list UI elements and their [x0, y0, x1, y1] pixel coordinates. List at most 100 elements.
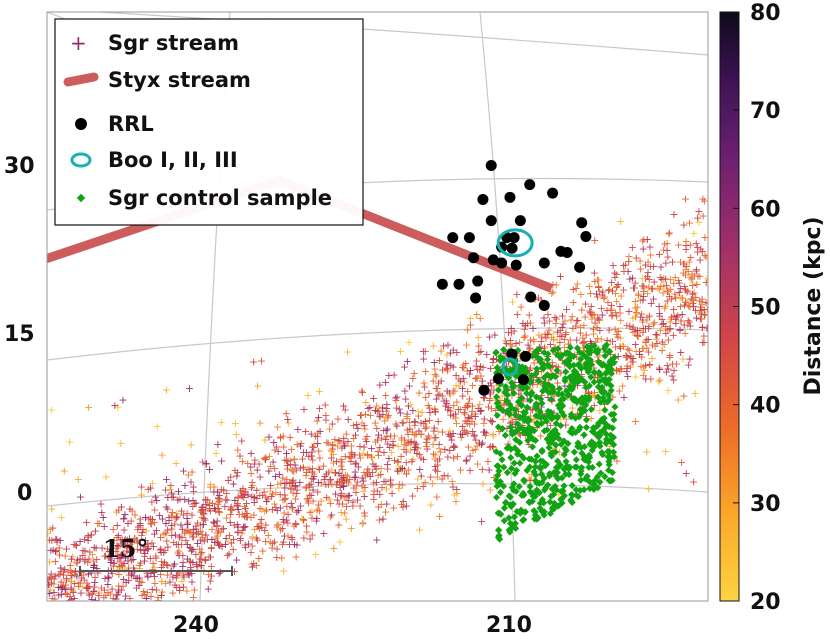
sgr-stream-point: +: [196, 519, 205, 532]
ctrl-sample-point: [607, 387, 615, 395]
sgr-stream-point: +: [103, 586, 112, 599]
sgr-outlier-point: +: [352, 418, 361, 431]
sgr-stream-point: +: [689, 227, 698, 240]
sgr-stream-point: +: [165, 576, 174, 589]
sgr-stream-point: +: [369, 392, 378, 405]
sgr-stream-point: +: [664, 334, 673, 347]
sgr-stream-point: +: [51, 532, 60, 545]
ctrl-sample-point: [594, 346, 602, 354]
sgr-stream-point: +: [665, 322, 674, 335]
sgr-stream-point: +: [230, 494, 239, 507]
sgr-stream-point: +: [453, 450, 462, 463]
sgr-stream-point: +: [127, 515, 136, 528]
sgr-stream-point: +: [693, 212, 702, 225]
sgr-stream-point: +: [462, 455, 471, 468]
sgr-stream-point: +: [254, 552, 263, 565]
sgr-stream-point: +: [110, 534, 119, 547]
sgr-stream-point: +: [625, 320, 634, 333]
sgr-stream-point: +: [379, 424, 388, 437]
sgr-stream-point: +: [543, 391, 552, 404]
sgr-stream-point: +: [248, 532, 257, 545]
legend-styx-label: Styx stream: [108, 68, 251, 92]
sgr-stream-point: +: [193, 517, 202, 530]
sgr-stream-point: +: [674, 239, 683, 252]
sgr-stream-point: +: [125, 532, 134, 545]
sgr-stream-point: +: [103, 543, 112, 556]
sgr-stream-point: +: [93, 517, 102, 530]
sgr-stream-point: +: [152, 494, 161, 507]
sgr-stream-point: +: [639, 361, 648, 374]
sgr-stream-point: +: [489, 383, 498, 396]
sgr-stream-point: +: [183, 538, 192, 551]
sgr-stream-point: +: [648, 339, 657, 352]
sgr-stream-point: +: [621, 259, 630, 272]
sgr-stream-point: +: [666, 313, 675, 326]
sgr-stream-point: +: [172, 581, 181, 594]
sgr-stream-point: +: [452, 483, 461, 496]
sgr-outlier-point: +: [527, 468, 536, 481]
sgr-stream-point: +: [196, 534, 205, 547]
sgr-stream-point: +: [235, 449, 244, 462]
sgr-stream-point: +: [368, 457, 377, 470]
sgr-stream-point: +: [665, 290, 674, 303]
ctrl-sample-point: [544, 355, 552, 363]
sgr-stream-point: +: [92, 542, 101, 555]
sgr-stream-point: +: [77, 572, 86, 585]
sgr-outlier-point: +: [76, 491, 85, 504]
sgr-stream-point: +: [206, 550, 215, 563]
ctrl-sample-point: [590, 369, 598, 377]
sgr-stream-point: +: [594, 280, 603, 293]
sgr-stream-point: +: [548, 285, 557, 298]
sgr-stream-point: +: [465, 412, 474, 425]
sgr-stream-point: +: [675, 291, 684, 304]
sgr-stream-point: +: [303, 463, 312, 476]
ctrl-sample-point: [588, 438, 596, 446]
sgr-stream-point: +: [528, 322, 537, 335]
sgr-stream-point: +: [543, 327, 552, 340]
sgr-stream-point: +: [217, 523, 226, 536]
sgr-stream-point: +: [172, 511, 181, 524]
sgr-stream-point: +: [293, 423, 302, 436]
sgr-stream-point: +: [628, 312, 637, 325]
sgr-stream-point: +: [291, 517, 300, 530]
sgr-stream-point: +: [616, 314, 625, 327]
sgr-stream-point: +: [196, 505, 205, 518]
sgr-stream-point: +: [331, 488, 340, 501]
legend-rrl-marker: [75, 118, 87, 130]
sgr-stream-point: +: [236, 484, 245, 497]
sgr-stream-point: +: [608, 309, 617, 322]
sgr-stream-point: +: [479, 361, 488, 374]
sgr-stream-point: +: [149, 566, 158, 579]
sgr-stream-point: +: [459, 362, 468, 375]
sgr-stream-point: +: [66, 559, 75, 572]
sgr-stream-point: +: [371, 417, 380, 430]
ctrl-sample-point: [576, 423, 584, 431]
sgr-stream-point: +: [416, 451, 425, 464]
sgr-stream-point: +: [180, 527, 189, 540]
sgr-stream-point: +: [365, 466, 374, 479]
ctrl-sample-point: [551, 482, 559, 490]
sgr-stream-point: +: [487, 415, 496, 428]
sgr-stream-point: +: [56, 565, 65, 578]
sgr-stream-point: +: [692, 278, 701, 291]
sgr-stream-point: +: [52, 535, 61, 548]
sgr-outlier-point: +: [153, 420, 162, 433]
sgr-outlier-point: +: [288, 464, 297, 477]
sgr-stream-point: +: [260, 505, 269, 518]
ctrl-sample-point: [526, 482, 534, 491]
sgr-stream-point: +: [396, 406, 405, 419]
sgr-stream-point: +: [97, 582, 106, 595]
sgr-stream-point: +: [314, 499, 323, 512]
sgr-stream-point: +: [580, 344, 589, 357]
sgr-stream-point: +: [80, 553, 89, 566]
sgr-stream-point: +: [114, 504, 123, 517]
sgr-stream-point: +: [655, 374, 664, 387]
sgr-stream-point: +: [450, 489, 459, 502]
ctrl-sample-point: [601, 406, 609, 414]
sgr-stream-point: +: [461, 414, 470, 427]
sgr-stream-point: +: [83, 581, 92, 594]
sgr-stream-point: +: [695, 305, 704, 318]
sgr-stream-point: +: [353, 493, 362, 506]
sgr-stream-point: +: [125, 592, 134, 605]
sgr-stream-point: +: [671, 291, 680, 304]
